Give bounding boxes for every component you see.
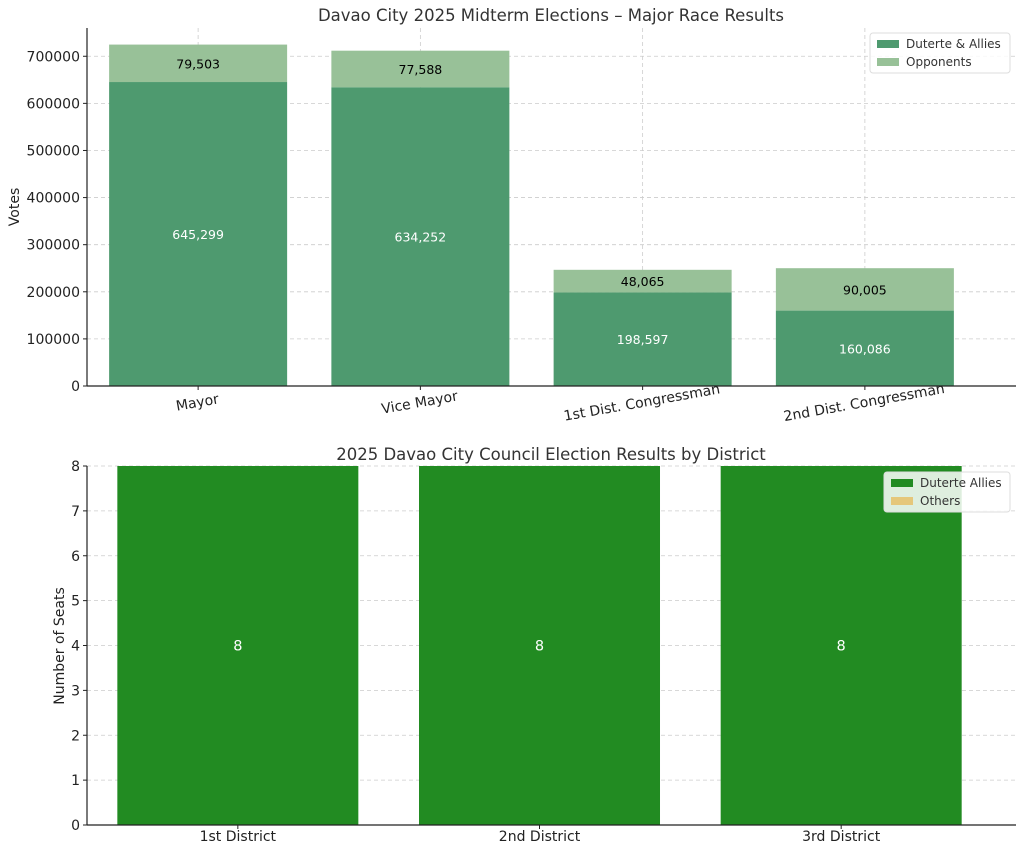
y-axis-label: Votes — [7, 188, 23, 226]
y-tick-label: 3 — [71, 683, 80, 699]
legend-label: Duterte Allies — [920, 476, 1002, 490]
data-label: 634,252 — [395, 230, 447, 245]
bar-duterte-allies — [117, 466, 359, 825]
data-label: 79,503 — [176, 56, 220, 71]
legend-label: Opponents — [906, 55, 972, 69]
data-label: 90,005 — [843, 282, 887, 297]
x-tick-label: 1st Dist. Congressman — [563, 381, 722, 424]
y-axis-label: Number of Seats — [52, 587, 68, 705]
legend-label: Others — [920, 494, 960, 508]
legend-box — [883, 471, 1011, 513]
y-tick-label: 2 — [71, 728, 80, 744]
x-tick-label: 2nd District — [499, 829, 581, 845]
y-tick-label: 200000 — [27, 285, 80, 301]
data-label: 8 — [837, 639, 846, 655]
bar-opponents — [109, 44, 288, 83]
x-tick-label: Mayor — [175, 391, 221, 414]
y-tick-label: 500000 — [27, 143, 80, 159]
chart-title: 2025 Davao City Council Election Results… — [336, 445, 766, 464]
x-tick-label: 2nd Dist. Congressman — [782, 381, 946, 425]
y-tick-label: 100000 — [27, 332, 80, 348]
chart-council-results: 2025 Davao City Council Election Results… — [52, 445, 1016, 845]
data-label: 48,065 — [621, 274, 665, 289]
x-tick-label: Vice Mayor — [380, 388, 459, 417]
legend-box — [869, 32, 1011, 74]
x-tick-label: 3rd District — [802, 829, 881, 845]
data-label: 8 — [535, 639, 544, 655]
data-label: 77,588 — [399, 62, 443, 77]
bar-duterte-allies — [331, 87, 510, 387]
y-tick-label: 700000 — [27, 49, 80, 65]
legend-swatch — [891, 479, 913, 487]
legend-label: Duterte & Allies — [906, 37, 1001, 51]
bar-duterte-allies — [109, 82, 288, 386]
bar-opponents — [331, 50, 510, 88]
data-label: 160,086 — [839, 341, 891, 356]
x-tick-label: 1st District — [200, 829, 277, 845]
bar-opponents — [775, 268, 954, 311]
y-tick-label: 5 — [71, 594, 80, 610]
chart-major-race-results: Davao City 2025 Midterm Elections – Majo… — [7, 6, 1016, 425]
bar-duterte-allies — [419, 466, 661, 825]
legend-swatch — [877, 40, 899, 48]
data-label: 8 — [233, 639, 242, 655]
bar-opponents — [553, 269, 732, 293]
bar-duterte-allies — [775, 310, 954, 386]
data-label: 198,597 — [617, 332, 669, 347]
y-tick-label: 8 — [71, 459, 80, 475]
legend-swatch — [877, 58, 899, 66]
legend-swatch — [891, 497, 913, 505]
y-tick-label: 4 — [71, 639, 80, 655]
bar-duterte-allies — [720, 466, 962, 825]
y-tick-label: 0 — [71, 379, 80, 395]
chart-title: Davao City 2025 Midterm Elections – Majo… — [318, 6, 784, 25]
y-tick-label: 7 — [71, 504, 80, 520]
y-tick-label: 0 — [71, 818, 80, 834]
data-label: 645,299 — [172, 227, 224, 242]
y-tick-label: 6 — [71, 549, 80, 565]
y-tick-label: 1 — [71, 773, 80, 789]
y-tick-label: 600000 — [27, 96, 80, 112]
y-tick-label: 300000 — [27, 238, 80, 254]
y-tick-label: 400000 — [27, 191, 80, 207]
bar-duterte-allies — [553, 292, 732, 386]
